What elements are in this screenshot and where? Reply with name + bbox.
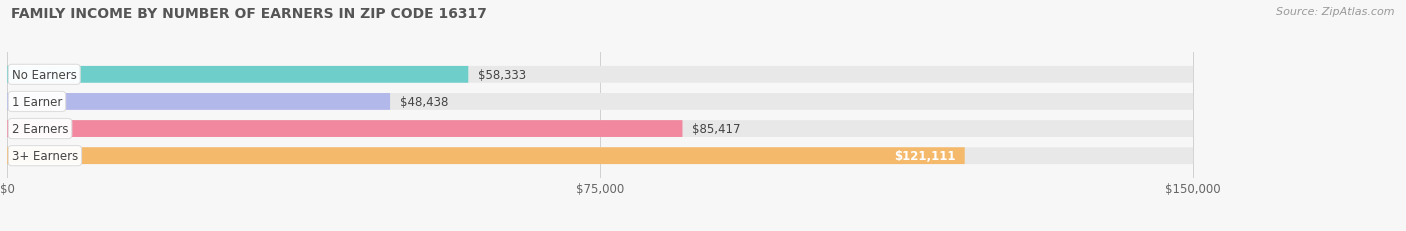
FancyBboxPatch shape [7,94,1194,110]
FancyBboxPatch shape [7,148,1194,164]
Text: FAMILY INCOME BY NUMBER OF EARNERS IN ZIP CODE 16317: FAMILY INCOME BY NUMBER OF EARNERS IN ZI… [11,7,486,21]
Text: $58,333: $58,333 [478,69,526,82]
Text: 1 Earner: 1 Earner [11,96,62,109]
Text: 3+ Earners: 3+ Earners [11,149,77,162]
Text: 2 Earners: 2 Earners [11,122,69,135]
Text: No Earners: No Earners [11,69,77,82]
FancyBboxPatch shape [7,67,1194,83]
Text: Source: ZipAtlas.com: Source: ZipAtlas.com [1277,7,1395,17]
FancyBboxPatch shape [7,148,965,164]
FancyBboxPatch shape [7,67,468,83]
Text: $48,438: $48,438 [399,96,449,109]
FancyBboxPatch shape [7,94,389,110]
Text: $121,111: $121,111 [894,149,955,162]
FancyBboxPatch shape [7,121,682,137]
FancyBboxPatch shape [7,121,1194,137]
Text: $85,417: $85,417 [692,122,741,135]
